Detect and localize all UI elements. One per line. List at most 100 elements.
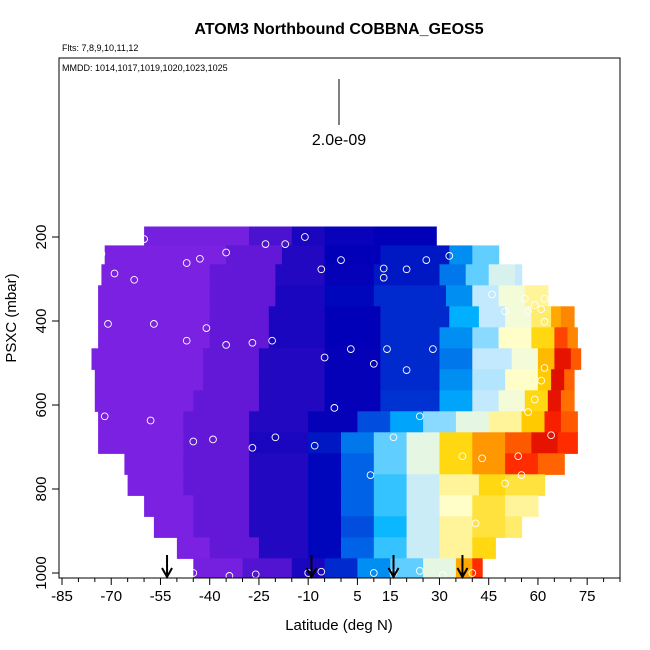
heatmap-cell [439, 348, 473, 370]
heatmap-cell [268, 327, 326, 349]
x-tick-label: 5 [353, 588, 361, 605]
heatmap-cell [183, 411, 250, 433]
heatmap-cell [551, 306, 562, 328]
heatmap-cell [144, 226, 250, 246]
heatmap-cell [98, 285, 211, 307]
heatmap-cell [209, 264, 276, 286]
heatmap-cell [515, 264, 523, 286]
x-tick-label: -40 [199, 588, 221, 605]
heatmap-cell [478, 474, 506, 496]
heatmap-cell [472, 537, 496, 559]
heatmap-cell [341, 432, 375, 454]
sample-point [84, 269, 93, 278]
sample-point [415, 567, 424, 575]
heatmap-cell [373, 453, 408, 475]
x-tick-label: -70 [100, 588, 122, 605]
heatmap-cell [249, 495, 309, 517]
heatmap-cell [554, 327, 569, 349]
sample-point [445, 252, 454, 260]
flight-arrows [161, 555, 469, 580]
heatmap-cell [144, 495, 194, 517]
y-tick-label: 800 [33, 476, 50, 501]
heatmap-cell [193, 390, 260, 412]
heatmap-cells [91, 226, 582, 578]
heatmap-cell [341, 495, 375, 517]
heatmap-cell [488, 411, 523, 433]
heatmap-cell [98, 327, 211, 349]
sample-point [97, 249, 106, 258]
heatmap-cell [560, 306, 575, 328]
sample-point [458, 452, 467, 461]
heatmap-cell [531, 432, 559, 454]
heatmap-cell [439, 453, 473, 475]
heatmap-cell [242, 558, 293, 578]
heatmap-cell [249, 226, 293, 246]
heatmap-cell [98, 432, 184, 454]
sample-point [146, 416, 155, 425]
heatmap-cell [439, 264, 467, 286]
x-tick-label: 45 [480, 588, 497, 605]
sample-point [514, 452, 523, 461]
sample-point [320, 353, 329, 362]
heatmap-cell [357, 411, 391, 433]
flight-arrow [456, 555, 469, 580]
heatmap-cell [373, 285, 447, 307]
sample-point [189, 569, 198, 577]
heatmap-cell [465, 264, 490, 286]
chart-title: ATOM3 Northbound COBBNA_GEOS5 [194, 21, 483, 38]
heatmap-cell [557, 432, 578, 454]
sample-point [379, 264, 388, 273]
heatmap-cell [203, 348, 260, 370]
heatmap-cell [472, 348, 513, 370]
heatmap-cell [423, 411, 457, 433]
heatmap-cell [209, 537, 260, 559]
heatmap-cell [183, 453, 250, 475]
heatmap-cell [390, 558, 424, 578]
heatmap-cell [373, 516, 408, 538]
heatmap-cell [341, 474, 375, 496]
scale-label: 2.0e-09 [312, 132, 366, 149]
heatmap-cell [324, 558, 358, 578]
heatmap-cell [373, 226, 437, 246]
sample-point [189, 437, 198, 446]
sample-point [524, 408, 532, 416]
sample-point [346, 345, 355, 353]
heatmap-cell [291, 558, 326, 578]
heatmap-cell [324, 348, 381, 370]
heatmap-cell [531, 327, 555, 349]
sample-point [182, 259, 191, 267]
sample-point [281, 240, 290, 248]
sample-point [337, 256, 345, 264]
heatmap-cell [380, 327, 441, 349]
sample-point [471, 519, 480, 528]
sample-point [383, 345, 391, 353]
heatmap-cell [275, 285, 326, 307]
heatmap-cell [439, 327, 473, 349]
heatmap-cell [281, 245, 326, 265]
y-tick-label: 400 [33, 308, 50, 333]
heatmap-cell [531, 306, 552, 328]
sample-point [517, 471, 526, 479]
heatmap-cell [472, 516, 506, 538]
flights-label: Flts: 7,8,9,10,11,12 [62, 43, 138, 53]
heatmap-cell [308, 537, 342, 559]
sample-point [389, 433, 398, 442]
heatmap-cell [209, 327, 270, 349]
heatmap-cell [472, 495, 506, 517]
x-tick-label: 30 [431, 588, 448, 605]
sample-point [248, 443, 257, 452]
heatmap-cell [94, 369, 204, 391]
heatmap-cell [341, 453, 375, 475]
sample-point [537, 376, 546, 385]
sample-point [402, 366, 411, 374]
heatmap-cell [249, 411, 309, 433]
sample-point [540, 294, 549, 303]
heatmap-cell [341, 516, 375, 538]
heatmap-cell [308, 411, 358, 433]
heatmap-cell [249, 432, 309, 454]
sample-point [488, 290, 496, 299]
sample-point [248, 338, 257, 347]
heatmap-cell [153, 516, 194, 538]
sample-point [100, 412, 109, 421]
